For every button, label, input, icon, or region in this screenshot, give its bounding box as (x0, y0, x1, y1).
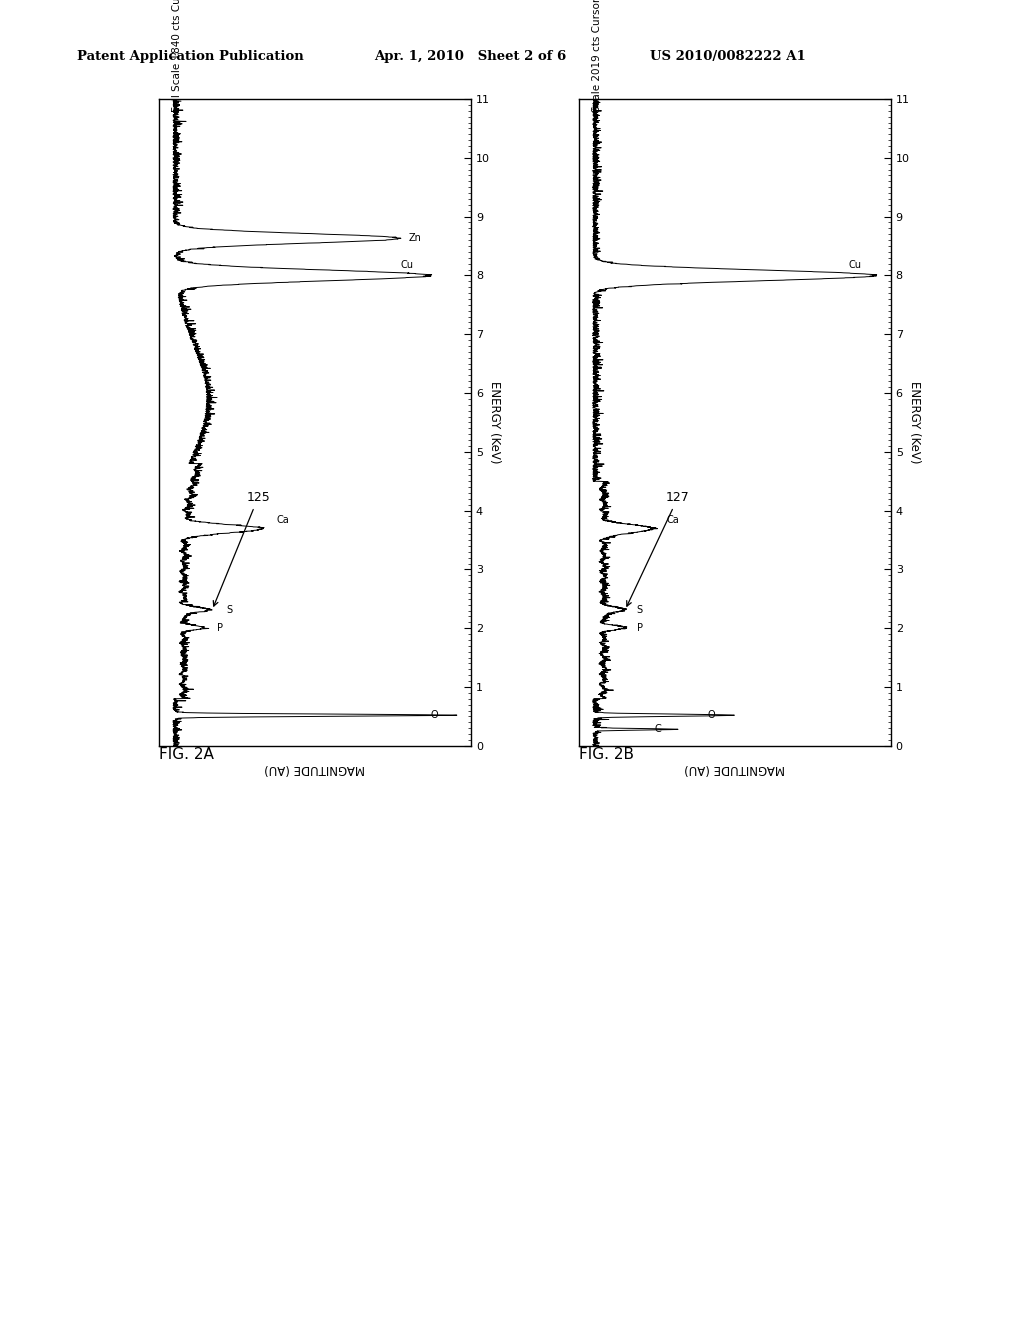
Text: Zn: Zn (409, 234, 422, 243)
Text: FIG. 2A: FIG. 2A (159, 747, 214, 762)
Text: Patent Application Publication: Patent Application Publication (77, 50, 303, 63)
Text: Apr. 1, 2010   Sheet 2 of 6: Apr. 1, 2010 Sheet 2 of 6 (374, 50, 566, 63)
Text: Cu: Cu (849, 260, 862, 269)
Y-axis label: ENERGY (KeV): ENERGY (KeV) (908, 381, 921, 463)
Text: P: P (217, 623, 223, 632)
Text: S: S (226, 605, 232, 615)
Text: FIG. 2B: FIG. 2B (579, 747, 634, 762)
Text: 125: 125 (213, 491, 270, 606)
Text: P: P (637, 623, 643, 632)
Text: 127: 127 (627, 491, 690, 606)
Text: C: C (654, 725, 662, 734)
Y-axis label: ENERGY (KeV): ENERGY (KeV) (488, 381, 501, 463)
Text: Scale 2019 cts Cursor. 2681 (26 cts): Scale 2019 cts Cursor. 2681 (26 cts) (591, 0, 601, 112)
Text: US 2010/0082222 A1: US 2010/0082222 A1 (650, 50, 806, 63)
Text: O: O (430, 710, 438, 721)
Text: Cu: Cu (401, 260, 414, 269)
Text: S: S (636, 605, 642, 615)
Text: Ca: Ca (276, 515, 289, 525)
Text: O: O (708, 710, 716, 721)
Text: MAGNITUDE (AU): MAGNITUDE (AU) (684, 762, 785, 775)
Text: Ca: Ca (667, 515, 679, 525)
Text: MAGNITUDE (AU): MAGNITUDE (AU) (264, 762, 366, 775)
Text: Full Scale 1840 cts Cursor. 5.737 (32 cts): Full Scale 1840 cts Cursor. 5.737 (32 ct… (171, 0, 181, 112)
